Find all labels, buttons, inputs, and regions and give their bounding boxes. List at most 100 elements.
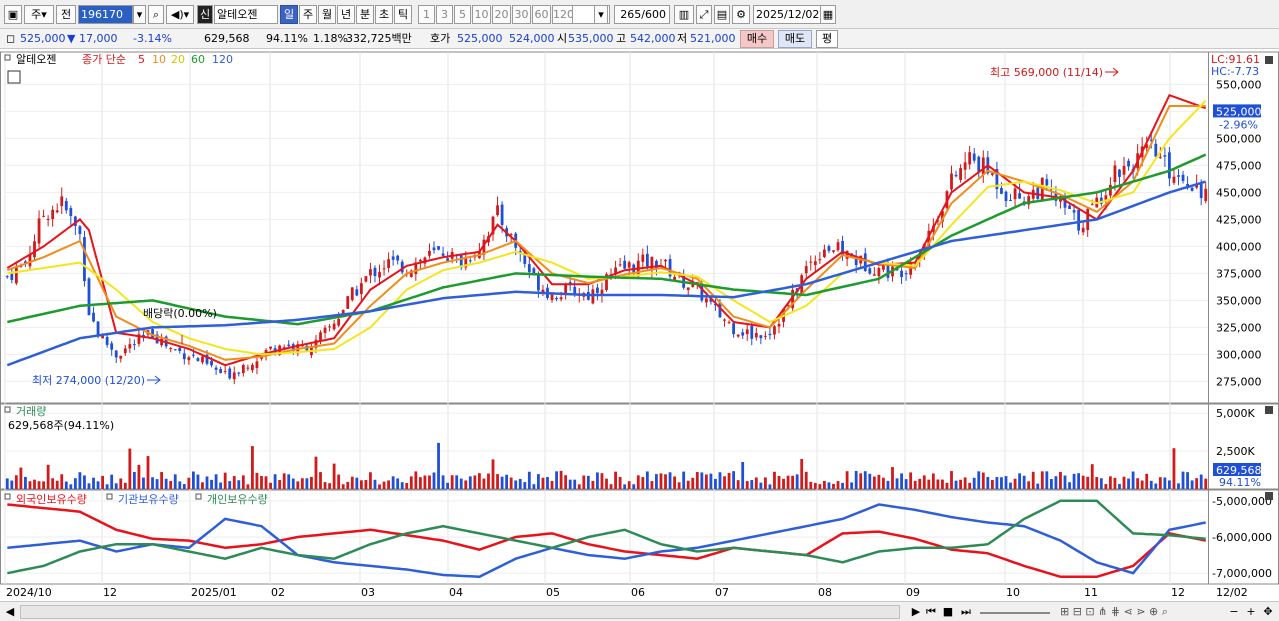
x-tick-label: 09	[906, 586, 920, 599]
volume-bar	[201, 482, 204, 489]
volume-bar	[246, 484, 250, 489]
volume-bar	[151, 477, 154, 489]
code-dropdown-icon[interactable]: ▾	[133, 5, 146, 24]
save-icon[interactable]: ▤	[714, 5, 730, 24]
price-change: ▼ 17,000	[67, 32, 118, 45]
interval-tab-10[interactable]: 10	[472, 5, 491, 24]
type-select[interactable]: 주▾	[24, 5, 54, 24]
average-button[interactable]: 평	[816, 30, 838, 48]
volume-bar	[1027, 481, 1031, 489]
candle-body	[446, 258, 450, 262]
interval-tab-60[interactable]: 60	[532, 5, 551, 24]
sell-button[interactable]: 매도	[778, 30, 812, 48]
candle-body	[418, 259, 422, 262]
candle-body	[1149, 139, 1153, 141]
candle-body	[496, 205, 499, 216]
volume-bar	[854, 470, 858, 489]
volume-bar	[423, 475, 427, 489]
volume-bar	[255, 472, 259, 489]
candle-body	[804, 266, 808, 274]
candle-body	[287, 344, 291, 347]
candle-body	[400, 261, 404, 273]
ma-line-10	[6, 105, 1206, 361]
zoom-out-button[interactable]: −	[1229, 605, 1239, 618]
period-tab-4[interactable]: 분	[356, 5, 374, 24]
interval-tab-1[interactable]: 1	[418, 5, 435, 24]
candle-body	[736, 334, 740, 337]
candle-body	[205, 354, 209, 364]
candle-body	[981, 157, 985, 176]
period-tab-5[interactable]: 초	[375, 5, 393, 24]
candle-body	[700, 284, 704, 301]
volume-bar	[537, 474, 540, 489]
candle-body	[105, 336, 109, 345]
period-tab-2[interactable]: 월	[318, 5, 336, 24]
prev-button[interactable]: 전	[56, 5, 76, 24]
period-tab-3[interactable]: 년	[337, 5, 355, 24]
scroll-track[interactable]	[20, 605, 900, 619]
expand-icon[interactable]: ✥	[1263, 605, 1273, 618]
interval-tab-120[interactable]: 120	[552, 5, 574, 24]
volume-bar	[763, 477, 767, 489]
price-tick-label: 450,000	[1216, 186, 1262, 199]
screen-icon[interactable]: ▣	[4, 5, 22, 24]
x-tick-label: 08	[818, 586, 832, 599]
sound-icon[interactable]: ◀)▾	[166, 5, 194, 24]
volume-bar	[1059, 472, 1062, 489]
zoom-in-button[interactable]: +	[1246, 605, 1256, 618]
period-tab-1[interactable]: 주	[299, 5, 317, 24]
volume-bar	[314, 456, 318, 489]
date-input[interactable]: 2025/12/02	[753, 5, 821, 24]
candle-body	[46, 218, 50, 221]
volume-bar	[614, 471, 617, 489]
calendar-icon[interactable]: ▦	[820, 5, 836, 24]
low-arrow	[147, 375, 161, 385]
candle-body	[732, 323, 736, 335]
volume-bar	[723, 476, 726, 489]
interval-tab-20[interactable]: 20	[492, 5, 511, 24]
settings-icon[interactable]: ⚙	[732, 5, 750, 24]
x-tick-label: 07	[715, 586, 729, 599]
scroll-right-icon[interactable]: ▶	[911, 605, 921, 618]
candle-body	[305, 345, 309, 353]
draw-tool-icon[interactable]: ⤢	[696, 5, 712, 24]
next-page-icon[interactable]: ⏭	[961, 605, 971, 618]
tools-icon[interactable]: ⊞ ⊟ ⊡ ⋔ ⋕ ⋖ ⋗ ⊕ ⌕	[1060, 605, 1168, 618]
first-page-icon[interactable]: ⏮	[926, 605, 936, 618]
interval-tab-3[interactable]: 3	[436, 5, 453, 24]
interval-tab-5[interactable]: 5	[454, 5, 471, 24]
holdings-tick-label: -5,000,000	[1212, 495, 1272, 508]
volume-bar	[223, 472, 227, 489]
volume-bar	[405, 483, 409, 489]
period-tab-0[interactable]: 일	[280, 5, 298, 24]
scroll-left-icon[interactable]: ◀	[5, 605, 15, 618]
search-icon[interactable]: ⌕	[148, 5, 164, 24]
candle-body	[718, 302, 722, 318]
volume-bar	[863, 471, 867, 489]
buy-button[interactable]: 매수	[740, 30, 774, 48]
volume-bar	[96, 481, 100, 489]
candle-body	[904, 273, 908, 275]
volume-bar	[164, 478, 168, 489]
period-tab-6[interactable]: 틱	[394, 5, 412, 24]
interval-dropdown-icon[interactable]: ▾	[594, 5, 608, 24]
volume-bar	[51, 478, 55, 489]
stop-icon[interactable]: ■	[942, 605, 954, 618]
stock-chart[interactable]: 2024/10 12 2025/01 02 03 04 05 06 07 08 09 10 11 12 12…	[0, 49, 1279, 601]
candle-body	[532, 268, 536, 274]
candle-body	[1163, 155, 1167, 157]
stock-name-label: 알테오젠	[217, 8, 258, 21]
volume-bar	[704, 474, 708, 489]
candle-body	[1108, 184, 1112, 196]
stock-code-input[interactable]: 196170	[78, 5, 133, 24]
zoom-slider[interactable]	[980, 605, 1050, 614]
candle-body	[1013, 188, 1017, 200]
count-input[interactable]: 265/600	[614, 5, 670, 24]
interval-tab-30[interactable]: 30	[512, 5, 531, 24]
volume-bar	[464, 480, 468, 489]
quote-label: 호가	[430, 32, 451, 45]
candle-body	[882, 265, 885, 270]
volume-bar	[396, 478, 400, 489]
candle-type-icon[interactable]: ▥	[674, 5, 694, 24]
volume-bar	[750, 479, 754, 489]
